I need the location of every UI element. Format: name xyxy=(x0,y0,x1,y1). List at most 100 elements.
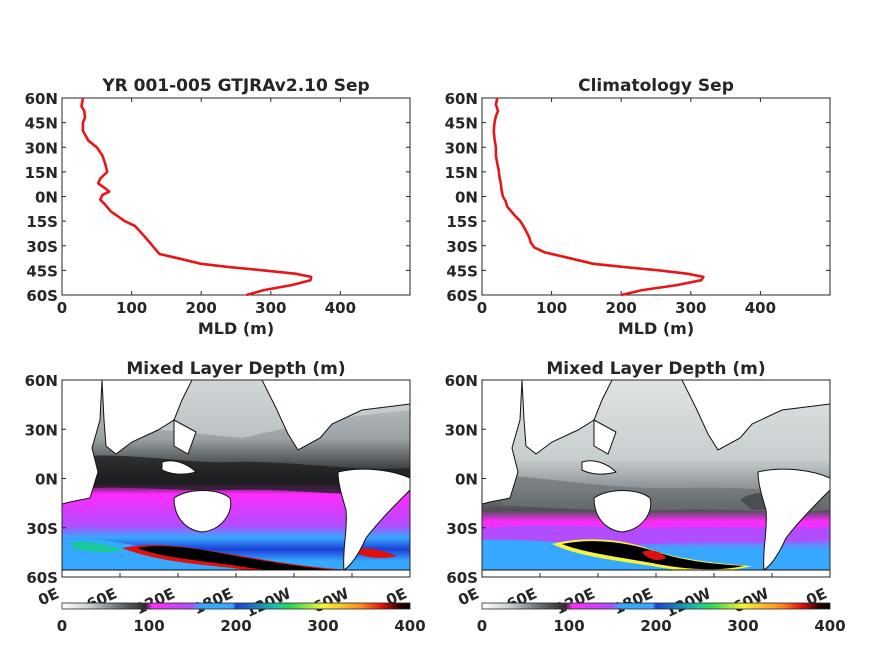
y-tick-label: 15S xyxy=(446,213,478,231)
y-tick-label: 45S xyxy=(446,262,478,280)
x-tick-label: 300 xyxy=(675,299,706,317)
colorbar xyxy=(481,602,831,610)
x-tick-label: 120W xyxy=(243,584,294,621)
chart-title: Mixed Layer Depth (m) xyxy=(126,359,345,379)
chart-title: Mixed Layer Depth (m) xyxy=(546,359,765,379)
axes-frame xyxy=(481,97,831,296)
x-tick-label: 300 xyxy=(255,299,286,317)
mld-profile-line xyxy=(80,97,313,297)
x-tick-label: 120E xyxy=(552,584,597,618)
colorbar-tick-label: 200 xyxy=(640,617,671,635)
colorbar-tick-label: 200 xyxy=(220,617,251,635)
axes-frame xyxy=(61,97,411,296)
x-tick-label: 100 xyxy=(116,299,147,317)
tropical-band xyxy=(62,455,410,494)
panel-top-left: YR 001-005 GTJRAv2.10 Sep 60N 45N 30N 15N 0N… xyxy=(25,76,411,338)
asia-peninsula xyxy=(173,419,197,455)
x-tick-labels: 0 100 200 300 400 xyxy=(57,98,356,317)
mld-patch xyxy=(642,550,666,560)
x-tick-label: 200 xyxy=(186,299,217,317)
y-tick-label: 0N xyxy=(35,471,58,489)
y-tick-label: 0N xyxy=(35,189,58,207)
x-tick-label: 60W xyxy=(310,584,352,616)
y-tick-labels: 60N 45N 30N 15N 0N 15S 30S 45S 60S xyxy=(445,90,830,305)
north-america-landmass xyxy=(261,380,410,451)
south-america-landmass xyxy=(757,468,830,571)
x-tick-label: 0 xyxy=(477,299,487,317)
y-tick-label: 30S xyxy=(26,238,58,256)
x-tick-label: 0E xyxy=(35,584,61,609)
asia-peninsula xyxy=(593,419,617,455)
y-tick-label: 30N xyxy=(25,139,58,157)
mld-patch xyxy=(72,541,124,553)
colorbar-tick-label: 400 xyxy=(394,617,425,635)
y-tick-label: 15N xyxy=(445,164,478,182)
x-axis-label: MLD (m) xyxy=(198,319,274,338)
x-tick-labels: 0E 60E 120E 180E 120W 60W 0E xyxy=(35,573,411,621)
colorbar-tick-label: 0 xyxy=(57,617,67,635)
colorbar-tick-label: 400 xyxy=(814,617,845,635)
y-tick-label: 15S xyxy=(26,213,58,231)
y-tick-label: 45S xyxy=(26,262,58,280)
y-tick-label: 60N xyxy=(25,90,58,108)
north-america-landmass xyxy=(681,380,830,451)
mld-map xyxy=(62,380,410,577)
y-tick-label: 0N xyxy=(455,471,478,489)
x-tick-label: 200 xyxy=(606,299,637,317)
eurasia-landmass xyxy=(101,380,193,455)
mld-map xyxy=(482,380,830,577)
eurasia-landmass xyxy=(521,380,613,455)
x-tick-label: 180E xyxy=(190,584,235,618)
y-tick-label: 60S xyxy=(26,569,58,587)
y-tick-label: 60S xyxy=(446,287,478,305)
colorbar-tick-label: 0 xyxy=(477,617,487,635)
x-tick-label: 0E xyxy=(455,584,481,609)
colorbar-tick-labels: 0 100 200 300 400 xyxy=(57,617,426,635)
south-america-landmass xyxy=(337,468,410,571)
y-tick-label: 30N xyxy=(445,421,478,439)
x-tick-labels: 0E 60E 120E 180E 120W 60W 0E xyxy=(455,573,831,621)
x-tick-labels: 0 100 200 300 400 xyxy=(477,98,776,317)
x-tick-label: 0 xyxy=(57,299,67,317)
chart-title: YR 001-005 GTJRAv2.10 Sep xyxy=(101,76,369,96)
x-tick-label: 120E xyxy=(132,584,177,618)
y-tick-label: 30S xyxy=(446,238,478,256)
y-tick-label: 30N xyxy=(25,421,58,439)
x-tick-label: 400 xyxy=(325,299,356,317)
x-tick-label: 100 xyxy=(536,299,567,317)
colorbar-tick-label: 300 xyxy=(727,617,758,635)
x-tick-label: 60W xyxy=(730,584,772,616)
maritime-continent xyxy=(161,460,197,475)
y-tick-label: 60N xyxy=(445,90,478,108)
colorbar-tick-label: 100 xyxy=(133,617,164,635)
africa-landmass xyxy=(62,380,103,505)
y-tick-label: 60S xyxy=(446,569,478,587)
colorbar-tick-label: 100 xyxy=(553,617,584,635)
x-tick-label: 400 xyxy=(745,299,776,317)
y-tick-labels: 60N 45N 30N 15N 0N 15S 30S 45S 60S xyxy=(25,90,410,305)
y-tick-labels: 60N 30N 0N 30S 60S xyxy=(445,372,486,587)
deep-mld-center xyxy=(137,546,337,572)
y-tick-labels: 60N 30N 0N 30S 60S xyxy=(25,372,66,587)
x-tick-label: 120W xyxy=(663,584,714,621)
australia-landmass xyxy=(593,490,652,533)
maritime-continent xyxy=(581,460,617,475)
mld-profile-line xyxy=(492,97,705,297)
y-tick-label: 0N xyxy=(455,189,478,207)
y-tick-label: 60N xyxy=(445,372,478,390)
panel-top-right: Climatology Sep 60N45N30N15N0N15S30S45S6… xyxy=(445,76,831,338)
colorbar-tick-labels: 0 100 200 300 400 xyxy=(477,617,846,635)
x-axis-label: MLD (m) xyxy=(618,319,694,338)
y-tick-label: 30S xyxy=(26,520,58,538)
y-tick-label: 60S xyxy=(26,287,58,305)
y-tick-label: 15N xyxy=(25,164,58,182)
southern-ocean-band xyxy=(482,525,830,546)
australia-landmass xyxy=(173,490,232,533)
colorbar-tick-label: 300 xyxy=(307,617,338,635)
y-tick-label: 30N xyxy=(445,139,478,157)
mld-patch xyxy=(352,548,397,558)
colorbar xyxy=(61,602,411,610)
